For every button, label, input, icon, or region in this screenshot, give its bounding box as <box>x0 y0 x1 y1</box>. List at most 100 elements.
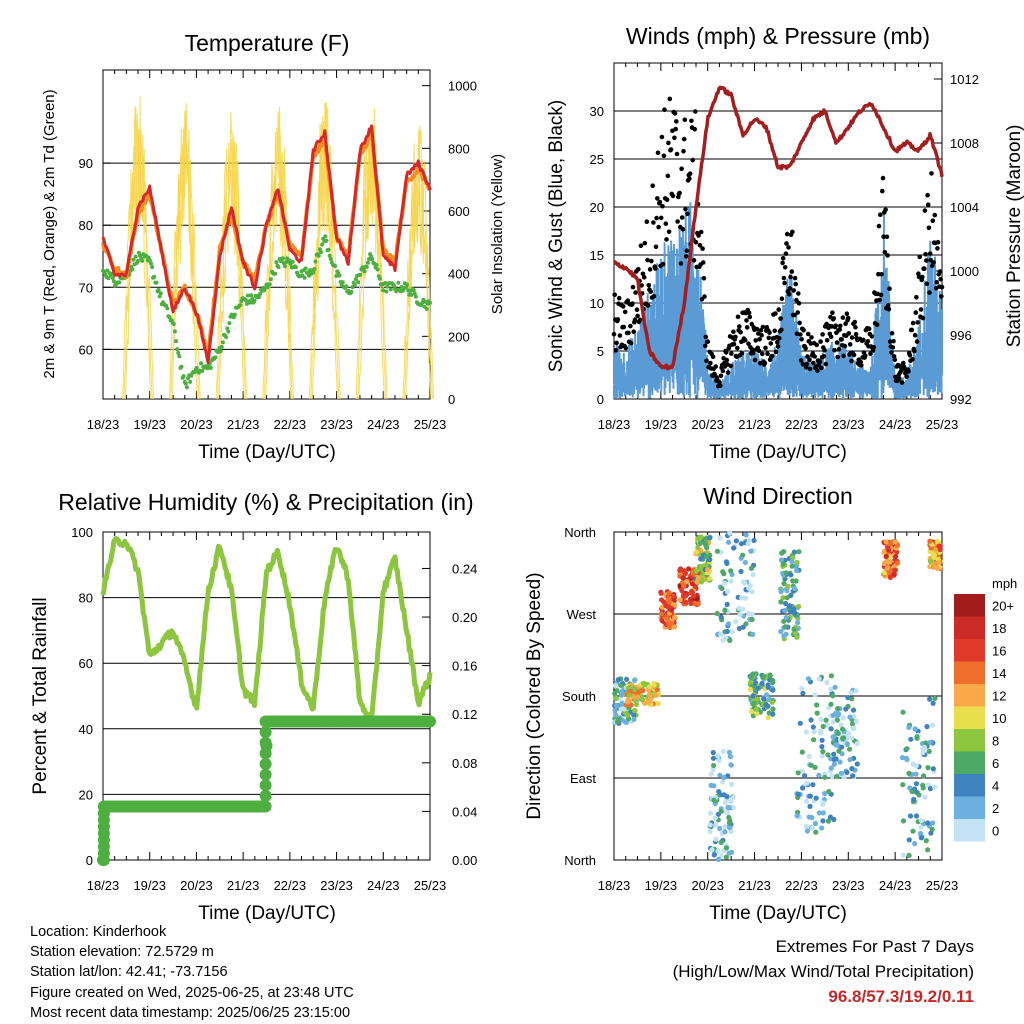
wind-direction-point <box>729 849 735 855</box>
gust-point <box>828 334 834 340</box>
wind-direction-point <box>881 560 887 567</box>
wind-direction-point <box>708 782 714 789</box>
dewpoint-point <box>267 282 272 287</box>
legend-swatch <box>954 684 985 707</box>
dewpoint-point <box>276 265 281 270</box>
wind-direction-point <box>746 610 752 617</box>
gust-point <box>852 319 858 325</box>
wind-direction-point <box>904 746 910 752</box>
wind-direction-point <box>715 856 722 863</box>
wind-direction-point <box>723 845 730 851</box>
gust-point <box>683 254 689 259</box>
gust-point <box>798 358 804 363</box>
dewpoint-point <box>246 293 250 298</box>
gust-point <box>868 351 873 357</box>
wind-direction-point <box>800 785 806 791</box>
station-location: Location: Kinderhook <box>30 924 167 940</box>
wind-direction-point <box>785 583 791 590</box>
dewpoint-point <box>328 257 333 262</box>
gust-point <box>703 334 709 340</box>
gust-point <box>929 263 935 269</box>
wind-direction-point <box>843 706 849 712</box>
gust-point <box>843 321 848 327</box>
dewpoint-point <box>358 272 363 277</box>
wind-direction-point <box>831 751 837 757</box>
x-tick-label: 18/23 <box>87 878 120 893</box>
x-tick-label: 19/23 <box>645 878 678 893</box>
dewpoint-point <box>280 256 285 261</box>
humidity-x-axis-label: Time (Day/UTC) <box>198 903 336 924</box>
wind-direction-point <box>930 820 936 826</box>
dewpoint-point <box>219 344 224 349</box>
wind-direction-point <box>748 679 754 685</box>
dewpoint-point <box>256 295 261 300</box>
legend-swatch <box>954 661 985 684</box>
gust-point <box>614 340 619 346</box>
gust-point <box>817 359 823 365</box>
gust-point <box>667 96 673 102</box>
gust-point <box>849 335 855 340</box>
legend-swatch <box>954 616 985 639</box>
wind-direction-point <box>754 710 760 717</box>
dewpoint-point <box>232 312 237 317</box>
gust-point <box>677 190 682 196</box>
gust-point <box>680 226 686 232</box>
wind-direction-point <box>918 818 925 824</box>
gust-point <box>931 260 936 265</box>
wind-direction-point <box>918 830 924 837</box>
dewpoint-point <box>364 264 369 269</box>
wind-direction-point <box>810 825 816 831</box>
wind-direction-point <box>906 852 912 859</box>
wind-direction-point <box>892 539 898 545</box>
gust-point <box>746 341 751 347</box>
dewpoint-point <box>184 385 189 390</box>
gust-point <box>612 292 617 298</box>
wind-direction-point <box>747 686 754 693</box>
gust-point <box>632 317 638 322</box>
wind-direction-point <box>930 700 936 706</box>
wind-direction-point <box>770 679 776 686</box>
x-tick-label: 22/23 <box>785 417 818 432</box>
station-info: Location: Kinderhook Station elevation: … <box>30 922 354 1023</box>
gust-point <box>625 298 631 304</box>
wind-direction-point <box>740 624 746 630</box>
y-tick-label: 30 <box>590 104 604 119</box>
wind-direction-point <box>710 750 716 756</box>
gust-point <box>773 349 779 355</box>
y-tick-label: 20 <box>590 200 604 215</box>
gust-point <box>664 197 670 202</box>
dewpoint-point <box>385 284 390 289</box>
gust-point <box>920 274 925 280</box>
wind-direction-point <box>811 737 817 743</box>
dewpoint-point <box>352 283 357 288</box>
gust-point <box>756 348 762 354</box>
wind-direction-point <box>909 788 915 795</box>
wind-direction-point <box>612 707 618 714</box>
wind-direction-point <box>912 841 918 847</box>
wind-direction-point <box>695 575 701 581</box>
wind-direction-point <box>789 563 795 569</box>
gust-point <box>841 353 846 359</box>
gust-point <box>645 303 651 308</box>
y2-tick-label: 0.08 <box>452 756 477 771</box>
gust-point <box>878 292 884 298</box>
wind-direction-point <box>839 744 845 750</box>
gust-point <box>866 326 872 332</box>
gust-point <box>835 354 840 360</box>
wind-direction-point <box>820 749 826 755</box>
wind-direction-point <box>812 764 818 771</box>
gust-point <box>638 243 644 248</box>
wind-direction-point <box>689 588 695 594</box>
gust-point <box>789 269 795 274</box>
dewpoint-point <box>181 374 186 379</box>
wind-direction-point <box>639 688 646 694</box>
station-latlon: Station lat/lon: 42.41; -73.7156 <box>30 964 228 981</box>
wind-direction-point <box>717 772 723 778</box>
wind-direction-point <box>849 735 855 741</box>
gust-point <box>739 351 745 356</box>
wind-direction-point <box>689 581 696 587</box>
wind-direction-point <box>849 696 855 702</box>
y2-tick-label: 1000 <box>950 264 979 279</box>
wind-direction-point <box>778 557 785 563</box>
gust-point <box>628 340 634 346</box>
